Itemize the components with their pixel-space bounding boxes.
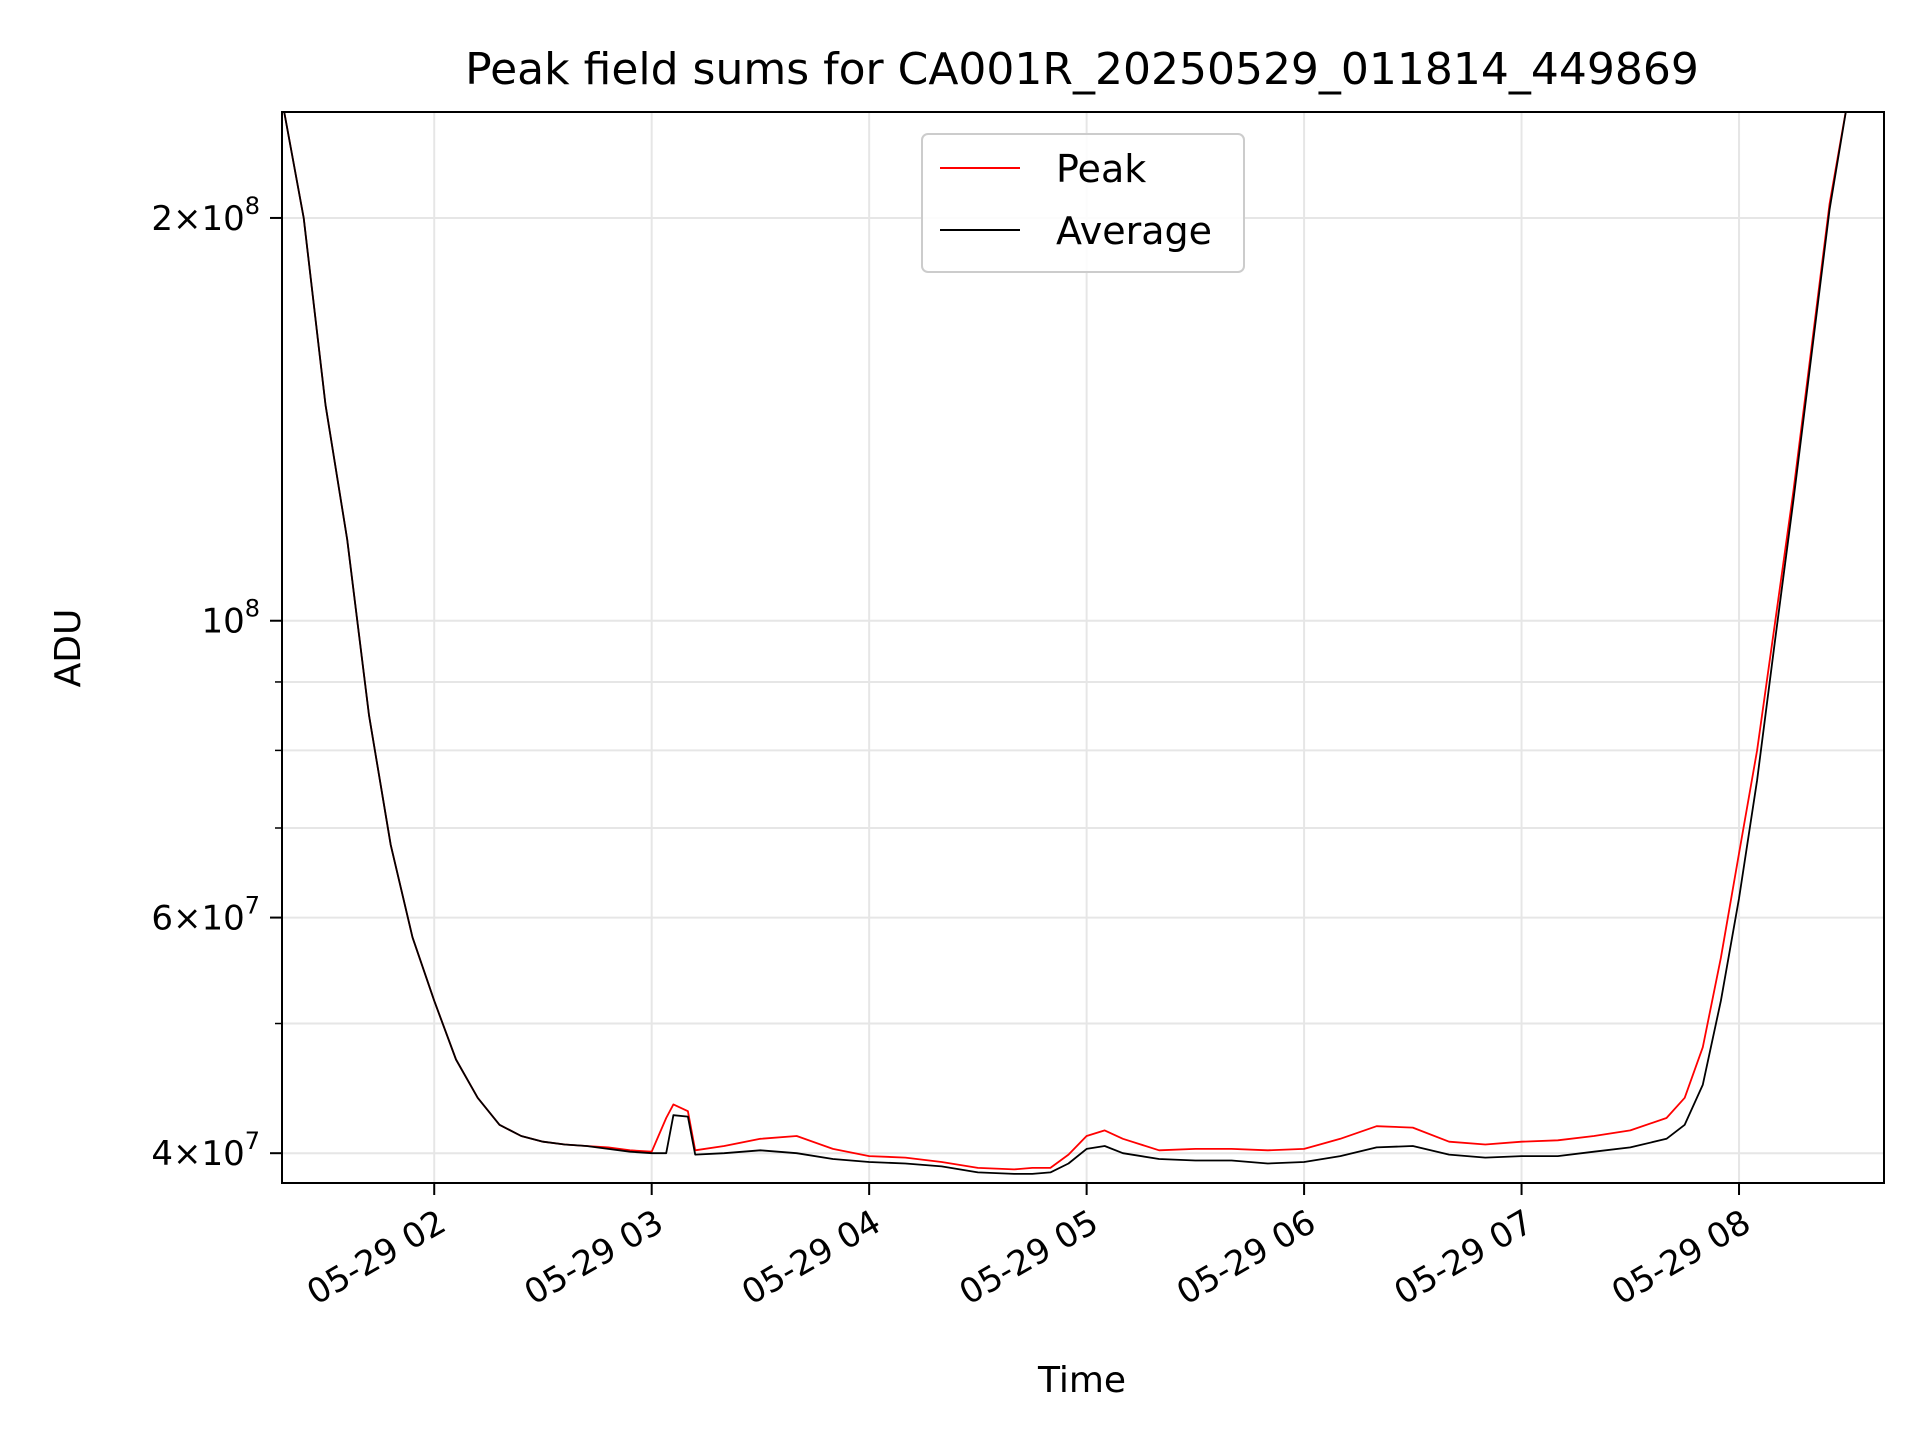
x-axis-label: Time <box>1037 1360 1126 1401</box>
series-layer <box>283 112 1847 1175</box>
legend-label-average: Average <box>1056 209 1212 253</box>
y-tick-label: 6×107 <box>151 892 260 939</box>
legend-label-peak: Peak <box>1056 147 1146 191</box>
y-axis-label: ADU <box>48 609 89 688</box>
series-average <box>283 112 1847 1175</box>
y-tick-label: 108 <box>201 595 260 642</box>
y-tick-label: 2×108 <box>151 192 260 239</box>
y-axis: 4×107 6×107 108 2×108 <box>151 192 282 1174</box>
grid <box>282 112 1884 1183</box>
y-tick-label: 4×107 <box>151 1127 260 1174</box>
plot-frame <box>281 111 1885 1184</box>
legend: Peak Average <box>921 133 1245 273</box>
chart-title: Peak field sums for CA001R_20250529_0118… <box>465 44 1699 95</box>
